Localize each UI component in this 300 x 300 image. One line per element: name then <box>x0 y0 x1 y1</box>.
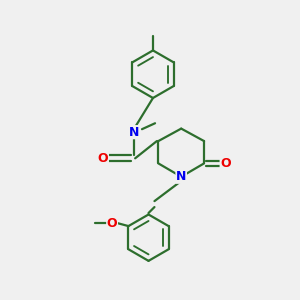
Text: O: O <box>98 152 108 165</box>
Text: O: O <box>107 217 117 230</box>
Text: N: N <box>128 126 139 139</box>
Text: O: O <box>220 157 231 170</box>
Text: N: N <box>176 170 186 183</box>
